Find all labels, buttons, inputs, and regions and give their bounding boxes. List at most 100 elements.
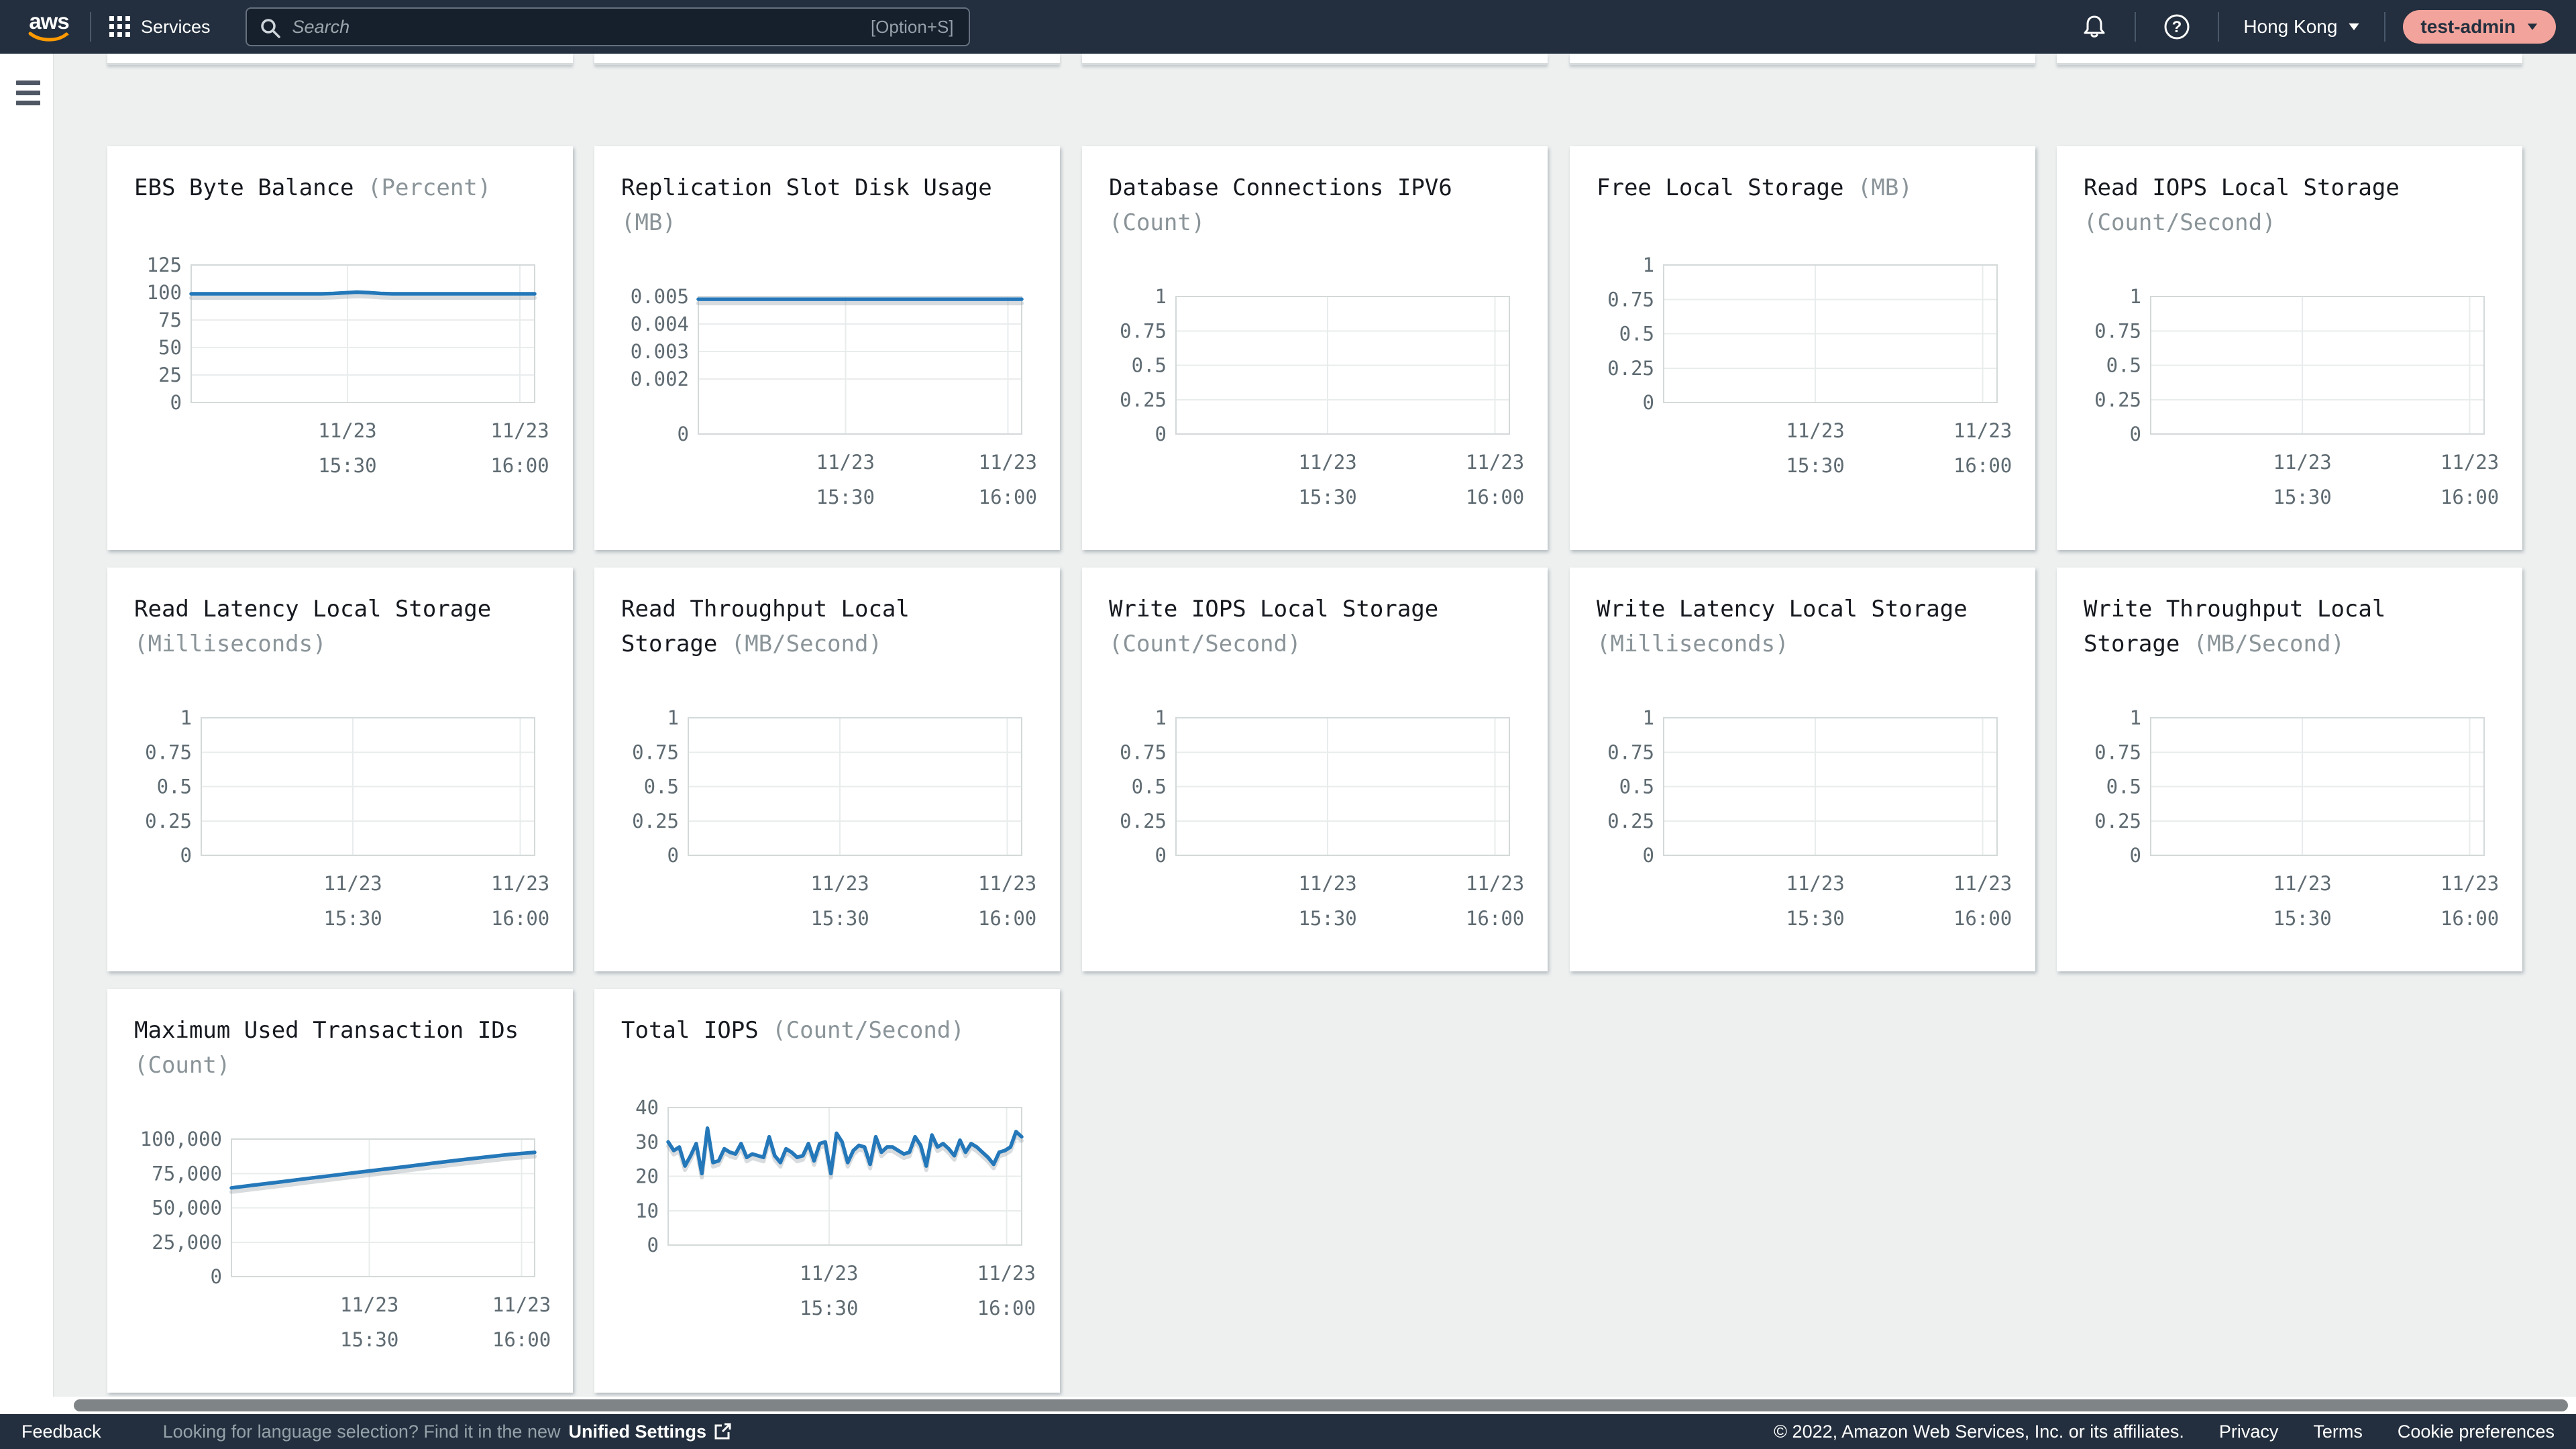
search-icon — [260, 19, 280, 38]
metric-card-replication-slot-disk-usage[interactable]: Replication Slot Disk Usage (MB) 0.005 0.00… — [594, 146, 1060, 550]
svg-text:0.003: 0.003 — [631, 340, 689, 363]
svg-text:15:30: 15:30 — [810, 907, 869, 930]
footer-legal-group: © 2022, Amazon Web Services, Inc. or its… — [1774, 1421, 2555, 1442]
svg-text:125: 125 — [147, 254, 182, 276]
help-button[interactable]: ? — [2153, 13, 2200, 41]
svg-text:0: 0 — [170, 391, 182, 414]
svg-text:11/23: 11/23 — [2440, 872, 2499, 895]
svg-text:11/23: 11/23 — [977, 1262, 1036, 1285]
svg-text:0.5: 0.5 — [1619, 775, 1654, 798]
region-label: Hong Kong — [2243, 16, 2338, 37]
metric-card-read-iops-local-storage[interactable]: Read IOPS Local Storage (Count/Second) 1 0.… — [2057, 146, 2522, 550]
svg-text:0.005: 0.005 — [631, 285, 689, 308]
svg-text:1: 1 — [2130, 285, 2141, 308]
svg-text:16:00: 16:00 — [1466, 907, 1524, 930]
svg-text:11/23: 11/23 — [810, 872, 869, 895]
svg-text:0.75: 0.75 — [2094, 741, 2141, 763]
svg-text:0: 0 — [1643, 391, 1654, 414]
metric-card-write-throughput-local-storage[interactable]: Write Throughput Local Storage (MB/Second… — [2057, 568, 2522, 971]
svg-text:15:30: 15:30 — [1786, 907, 1844, 930]
chart-title: Replication Slot Disk Usage (MB) — [621, 174, 992, 236]
svg-text:0.25: 0.25 — [2094, 388, 2141, 411]
metric-card-read-throughput-local-storage[interactable]: Read Throughput Local Storage (MB/Second)… — [594, 568, 1060, 971]
copyright-text: © 2022, Amazon Web Services, Inc. or its… — [1774, 1421, 2184, 1442]
region-selector[interactable]: Hong Kong — [2237, 16, 2367, 38]
chart-title: Write Latency Local Storage (Milliseconds… — [1597, 596, 1968, 657]
svg-text:16:00: 16:00 — [2440, 486, 2499, 508]
metric-card-total-iops[interactable]: Total IOPS (Count/Second) 40 30 20 10 0 11/23 1… — [594, 989, 1060, 1393]
svg-text:0.25: 0.25 — [145, 810, 192, 833]
chart-title: Write IOPS Local Storage (Count/Second) — [1109, 596, 1439, 657]
svg-text:1: 1 — [2130, 706, 2141, 729]
notifications-button[interactable] — [2072, 13, 2117, 40]
chart-plot: 1 0.75 0.5 0.25 0 11/23 15:30 11/23 16:00 — [1607, 254, 2012, 477]
topbar-right-group: ? Hong Kong test-admin — [2072, 10, 2556, 44]
cookie-preferences-link[interactable]: Cookie preferences — [2397, 1421, 2555, 1442]
nav-divider — [2384, 12, 2386, 42]
svg-text:20: 20 — [635, 1165, 659, 1188]
svg-text:11/23: 11/23 — [491, 872, 549, 895]
metric-card-maximum-used-transaction-ids[interactable]: Maximum Used Transaction IDs (Count) 100,0… — [107, 989, 573, 1393]
svg-text:25,000: 25,000 — [152, 1231, 222, 1254]
open-menu-button[interactable] — [16, 80, 40, 111]
svg-text:16:00: 16:00 — [492, 1328, 551, 1351]
svg-text:1: 1 — [1643, 706, 1654, 729]
svg-text:100,000: 100,000 — [140, 1128, 222, 1150]
metric-card-write-iops-local-storage[interactable]: Write IOPS Local Storage (Count/Second) 1 0… — [1082, 568, 1548, 971]
chart-title: Read IOPS Local Storage (Count/Second) — [2084, 174, 2400, 236]
chart-title: Free Local Storage (MB) — [1597, 174, 1913, 201]
svg-text:11/23: 11/23 — [2440, 451, 2499, 474]
nav-divider — [2218, 12, 2220, 42]
collapsed-sidebar — [0, 54, 54, 1397]
search-input[interactable] — [245, 7, 970, 46]
chart-title: Write Throughput Local Storage (MB/Second… — [2084, 596, 2386, 657]
chart-plot: 40 30 20 10 0 11/23 15:30 11/23 16:00 — [635, 1096, 1036, 1320]
svg-text:0: 0 — [211, 1265, 222, 1288]
user-label: test-admin — [2420, 16, 2516, 37]
svg-text:50: 50 — [158, 336, 182, 359]
svg-text:0: 0 — [2130, 844, 2141, 867]
svg-text:16:00: 16:00 — [978, 907, 1036, 930]
chevron-down-icon — [2527, 23, 2538, 30]
metric-card-read-latency-local-storage[interactable]: Read Latency Local Storage (Milliseconds)… — [107, 568, 573, 971]
metric-card-free-local-storage[interactable]: Free Local Storage (MB) 1 0.75 0.5 0.25 0 11/2… — [1570, 146, 2035, 550]
svg-text:16:00: 16:00 — [1953, 907, 2012, 930]
nav-divider — [90, 12, 91, 42]
svg-text:15:30: 15:30 — [1298, 907, 1356, 930]
user-menu[interactable]: test-admin — [2403, 10, 2556, 44]
svg-text:0.5: 0.5 — [644, 775, 679, 798]
aws-logo[interactable]: aws — [25, 10, 72, 42]
privacy-link[interactable]: Privacy — [2218, 1421, 2279, 1442]
svg-text:15:30: 15:30 — [340, 1328, 398, 1351]
horizontal-scrollbar-track[interactable] — [0, 1397, 2576, 1414]
metric-card-write-latency-local-storage[interactable]: Write Latency Local Storage (Milliseconds… — [1570, 568, 2035, 971]
horizontal-scrollbar-thumb[interactable] — [74, 1399, 2568, 1411]
services-button[interactable]: Services — [109, 15, 211, 38]
svg-text:11/23: 11/23 — [1298, 872, 1356, 895]
svg-text:0: 0 — [667, 844, 679, 867]
svg-text:11/23: 11/23 — [318, 419, 376, 442]
svg-text:0: 0 — [647, 1234, 659, 1256]
svg-text:0.75: 0.75 — [2094, 319, 2141, 342]
unified-settings-link[interactable]: Unified Settings — [568, 1421, 732, 1442]
svg-text:0.5: 0.5 — [2106, 354, 2141, 377]
svg-text:1: 1 — [1155, 285, 1167, 308]
chart-title: Read Latency Local Storage (Milliseconds) — [134, 596, 492, 657]
terms-link[interactable]: Terms — [2313, 1421, 2363, 1442]
svg-text:0.75: 0.75 — [145, 741, 192, 763]
svg-text:16:00: 16:00 — [2440, 907, 2499, 930]
svg-text:11/23: 11/23 — [2273, 872, 2331, 895]
svg-text:11/23: 11/23 — [1786, 419, 1844, 442]
metric-card-ebs-byte-balance[interactable]: EBS Byte Balance (Percent) 125 100 75 50 25 0 1… — [107, 146, 573, 550]
svg-text:15:30: 15:30 — [816, 486, 875, 508]
svg-text:0: 0 — [1643, 844, 1654, 867]
svg-text:0: 0 — [180, 844, 192, 867]
svg-text:0.25: 0.25 — [1607, 810, 1654, 833]
svg-text:0.5: 0.5 — [1132, 775, 1167, 798]
metric-card-database-connections-ipv6[interactable]: Database Connections IPV6 (Count) 1 0.75 0.5… — [1082, 146, 1548, 550]
chevron-down-icon — [2349, 23, 2360, 31]
feedback-link[interactable]: Feedback — [21, 1421, 101, 1442]
svg-text:30: 30 — [635, 1130, 659, 1153]
svg-text:40: 40 — [635, 1096, 659, 1119]
svg-text:25: 25 — [158, 364, 182, 386]
